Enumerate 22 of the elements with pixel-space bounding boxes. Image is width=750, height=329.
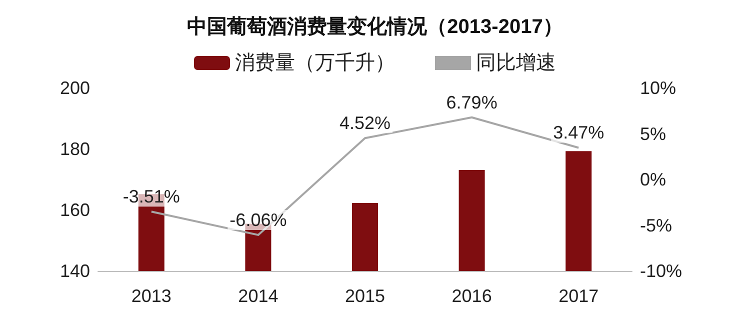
- x-tick-label: 2014: [238, 286, 278, 306]
- legend-label: 消费量（万千升）: [235, 52, 395, 74]
- y2-tick-label: -10%: [640, 261, 682, 281]
- x-tick-label: 2015: [344, 286, 386, 306]
- legend-label: 同比增速: [476, 52, 556, 74]
- data-label: -6.06%: [230, 210, 287, 230]
- chart-title: 中国葡萄酒消费量变化情况（2013-2017）: [187, 15, 563, 38]
- y-tick-label: 180: [60, 139, 90, 159]
- y2-tick-label: -5%: [640, 215, 672, 236]
- y-tick-label: 140: [60, 261, 90, 281]
- x-tick-label: 2013: [131, 286, 172, 306]
- y-tick-label: 160: [60, 200, 90, 220]
- y-tick-label: 200: [60, 78, 90, 98]
- x-tick-label: 2016: [452, 286, 492, 306]
- data-label: 3.47%: [553, 122, 604, 143]
- y2-tick-label: 10%: [640, 78, 676, 98]
- data-label: 6.79%: [446, 92, 498, 112]
- data-label: -3.51%: [122, 186, 180, 207]
- data-label: 4.52%: [339, 113, 391, 134]
- y2-tick-label: 0%: [640, 170, 666, 190]
- x-tick-label: 2017: [558, 286, 599, 306]
- y2-tick-label: 5%: [640, 124, 666, 144]
